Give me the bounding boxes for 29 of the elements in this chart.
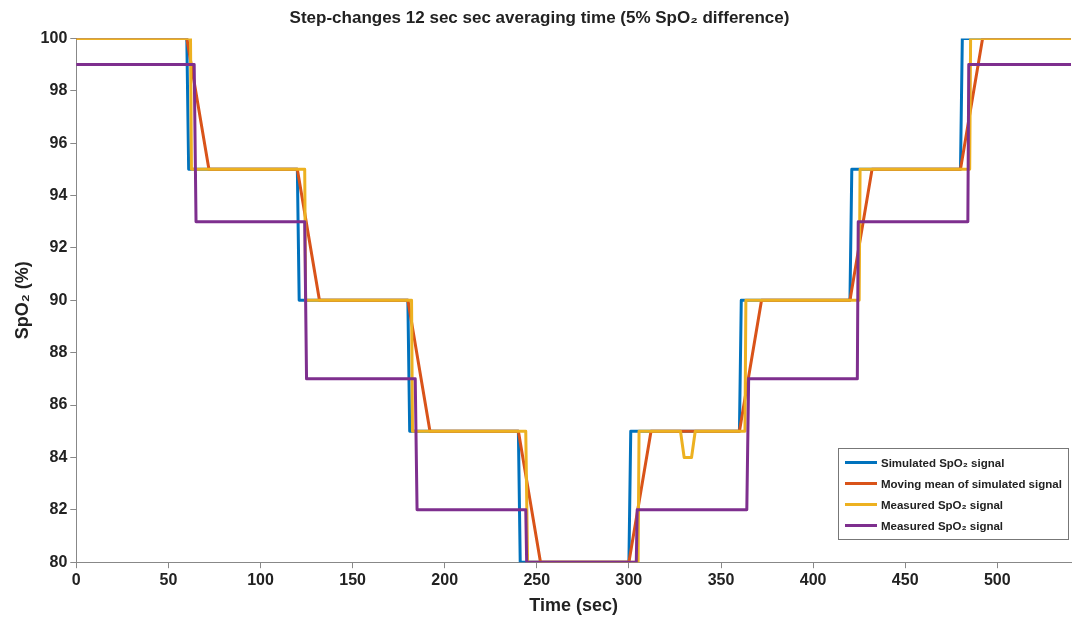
y-tick-label: 100 xyxy=(40,28,68,46)
x-tick-label: 50 xyxy=(159,571,178,589)
x-tick-label: 500 xyxy=(983,571,1011,589)
legend-label: Simulated SpO₂ signal xyxy=(881,456,1005,469)
y-tick-label: 84 xyxy=(49,447,68,465)
y-tick-label: 90 xyxy=(49,290,68,308)
y-tick-label: 86 xyxy=(49,395,68,413)
x-tick-label: 0 xyxy=(71,571,81,589)
legend-label: Measured SpO₂ signal xyxy=(881,498,1004,511)
x-axis-title: Time (sec) xyxy=(529,595,619,616)
x-tick-label: 400 xyxy=(799,571,827,589)
x-tick-label: 250 xyxy=(523,571,551,589)
chart-title: Step-changes 12 sec sec averaging time (5% SpO₂ difference) xyxy=(289,7,790,27)
x-tick-label: 200 xyxy=(431,571,459,589)
x-tick-label: 300 xyxy=(615,571,643,589)
x-tick-label: 150 xyxy=(339,571,367,589)
y-tick-label: 96 xyxy=(49,133,68,151)
x-tick-label: 350 xyxy=(707,571,735,589)
y-tick-label: 82 xyxy=(49,500,68,518)
y-tick-label: 88 xyxy=(49,343,68,361)
y-tick-label: 98 xyxy=(49,81,68,99)
legend-label: Moving mean of simulated signal xyxy=(881,477,1062,490)
y-tick-label: 92 xyxy=(49,238,68,256)
x-tick-label: 100 xyxy=(247,571,274,589)
x-tick-label: 450 xyxy=(891,571,919,589)
y-tick-label: 80 xyxy=(49,552,68,570)
y-tick-label: 94 xyxy=(49,185,68,203)
y-axis-title: SpO₂ (%) xyxy=(11,261,32,340)
legend-label: Measured SpO₂ signal xyxy=(881,519,1004,532)
